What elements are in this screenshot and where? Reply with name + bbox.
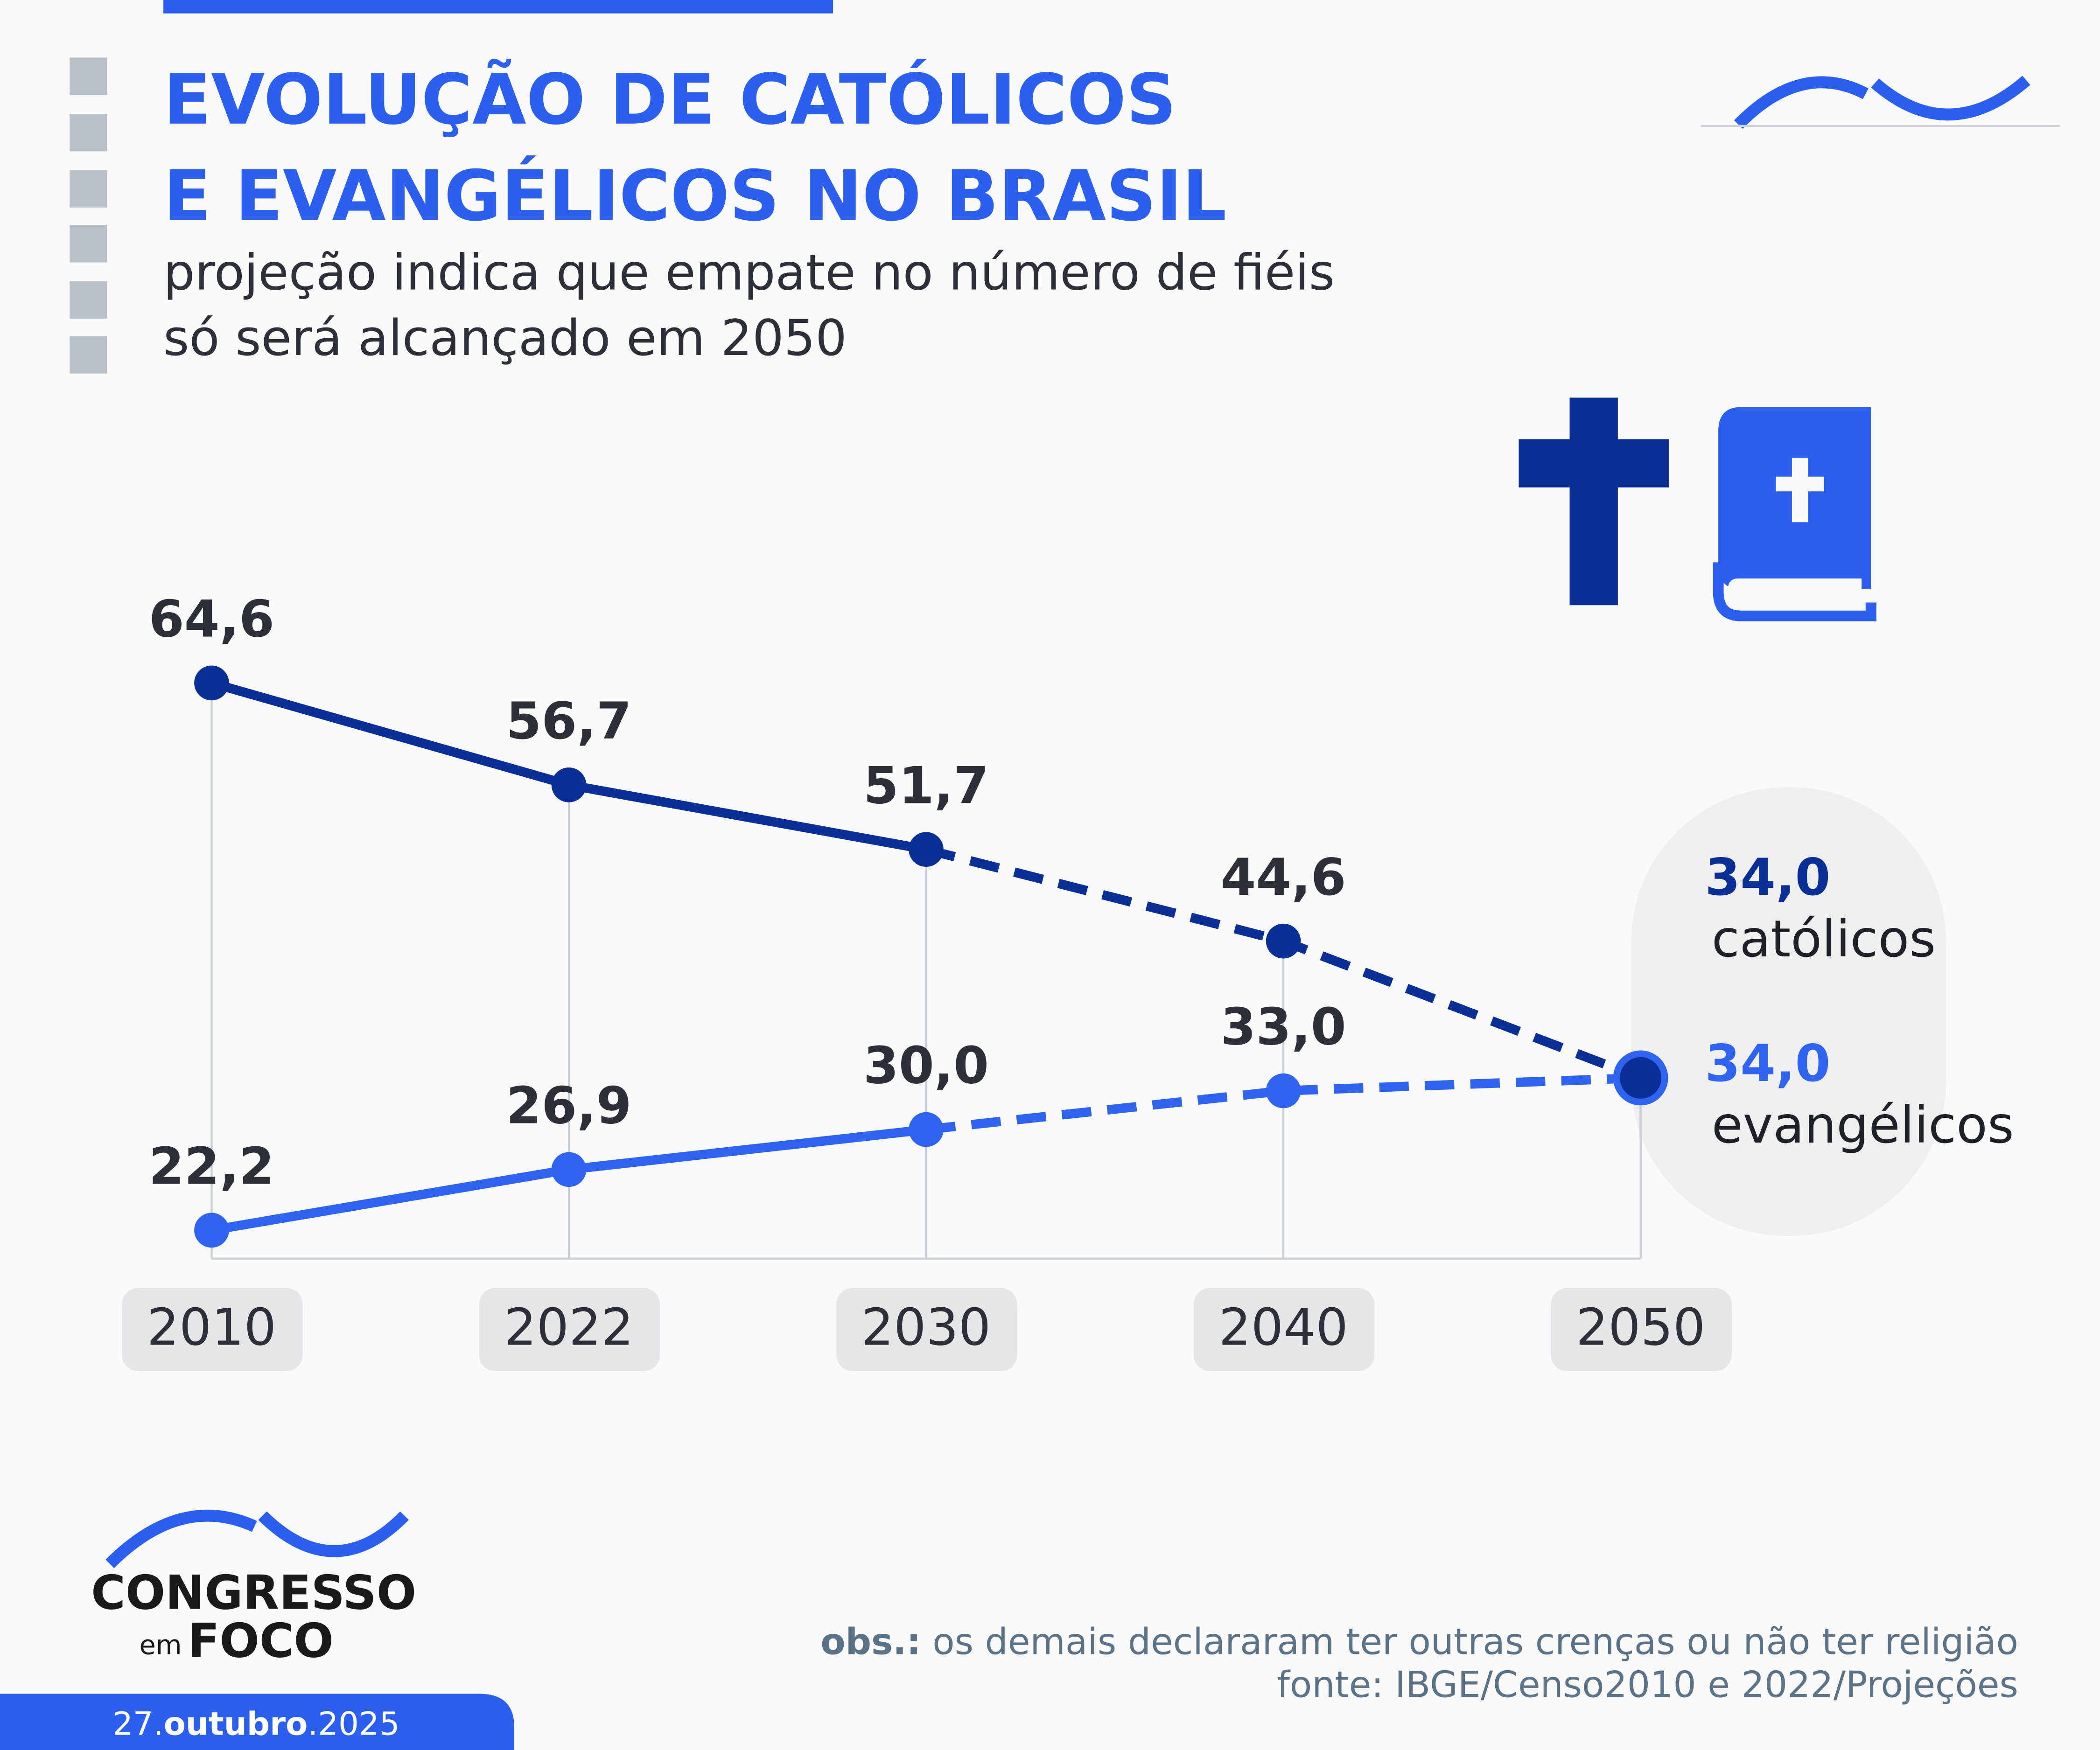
- date-part: 27.: [112, 1705, 164, 1743]
- brand: [105, 1509, 409, 1569]
- data-label: 44,6: [1221, 848, 1346, 907]
- data-label: 33,0: [1221, 997, 1346, 1057]
- data-point: [1613, 1050, 1668, 1106]
- data-label: 51,7: [863, 756, 989, 815]
- x-tick-label: 2040: [1218, 1297, 1348, 1357]
- top-bar: [163, 0, 833, 14]
- data-point: [551, 1152, 587, 1187]
- subtitle: só será alcançado em 2050: [163, 309, 847, 367]
- legend-label: católicos: [1712, 909, 1936, 969]
- side-squares: [70, 57, 107, 374]
- note: obs.: os demais declararam ter outras cr…: [820, 1621, 2018, 1663]
- data-point: [194, 665, 229, 701]
- x-tick-label: 2030: [861, 1297, 991, 1357]
- bible-icon: [1713, 407, 1876, 621]
- data-point: [909, 832, 944, 867]
- legend-value: 34,0: [1705, 1034, 1830, 1093]
- chart-title: EVOLUÇÃO DE CATÓLICOS: [163, 58, 1176, 140]
- top-logo: [1734, 76, 2030, 129]
- data-point: [551, 767, 587, 802]
- projected-line: [925, 1073, 1641, 1135]
- x-tick-label: 2022: [504, 1297, 634, 1357]
- data-label: 56,7: [506, 691, 631, 751]
- x-tick-label: 2050: [1576, 1297, 1706, 1357]
- legend-value: 34,0: [1705, 848, 1830, 907]
- data-label: 22,2: [149, 1136, 274, 1196]
- data-point: [909, 1112, 944, 1147]
- x-tick-pill: [122, 1288, 303, 1371]
- x-tick-label: 2010: [147, 1297, 277, 1357]
- data-label: 26,9: [506, 1076, 631, 1135]
- data-point: [194, 1213, 229, 1248]
- date-tab: [0, 1694, 515, 1750]
- legend-label: evangélicos: [1712, 1095, 2014, 1155]
- source: fonte: IBGE/Censo2010 e 2022/Projeções: [1277, 1664, 2018, 1706]
- cross-icon: [1519, 397, 1669, 606]
- brand-name: FOCO: [188, 1614, 334, 1668]
- data-label: 64,6: [149, 589, 274, 648]
- data-point: [1266, 1073, 1301, 1109]
- brand-name: em: [139, 1630, 182, 1661]
- note-text: os demais declararam ter outras crenças …: [921, 1621, 2018, 1663]
- subtitle: projeção indica que empate no número de …: [163, 244, 1335, 302]
- x-tick-pill: [836, 1288, 1017, 1371]
- note-label: obs.:: [820, 1621, 921, 1663]
- data-label: 30,0: [863, 1036, 989, 1095]
- date-part: .2025: [308, 1705, 399, 1743]
- chart-title: E EVANGÉLICOS NO BRASIL: [163, 155, 1226, 237]
- data-point: [1266, 923, 1301, 959]
- brand-name: CONGRESSO: [91, 1565, 416, 1620]
- x-tick-pill: [479, 1288, 660, 1371]
- date-part: outubro: [164, 1705, 308, 1743]
- x-tick-pill: [1551, 1288, 1732, 1371]
- legend-bubble: [1631, 787, 1946, 1236]
- x-tick-pill: [1193, 1288, 1375, 1371]
- date: 27.outubro.2025: [112, 1705, 399, 1743]
